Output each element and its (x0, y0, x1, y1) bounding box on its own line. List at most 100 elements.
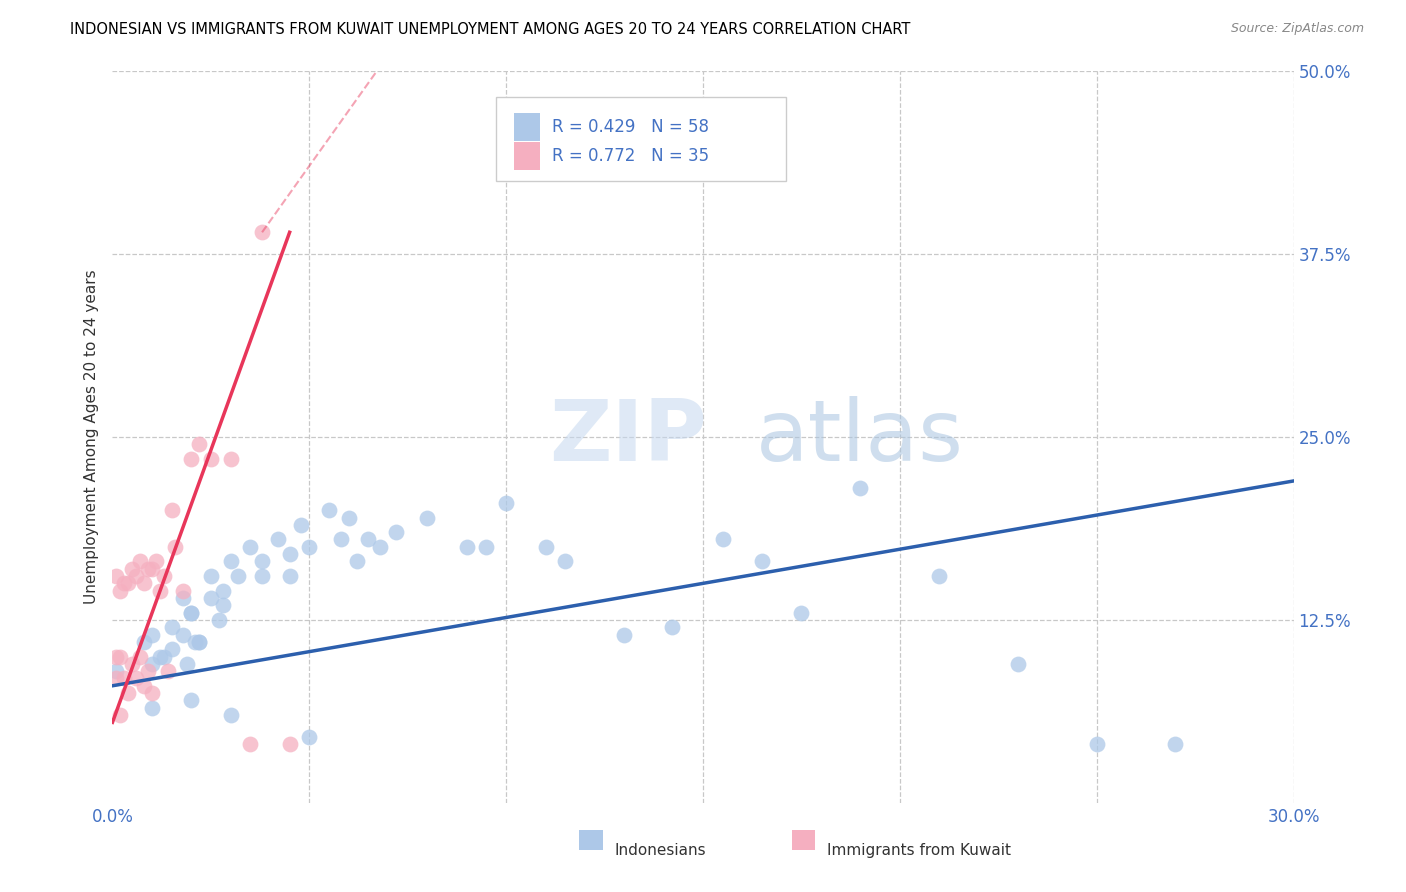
Point (250, 225, 273, 239)
Point (219, 708, 242, 723)
Point (849, 481, 872, 495)
Point (112, 576, 135, 591)
Point (112, 672, 135, 686)
Point (160, 503, 183, 517)
Point (180, 606, 202, 620)
Point (129, 554, 152, 568)
Point (250, 569, 273, 583)
Point (184, 635, 207, 649)
Point (1164, 737, 1187, 751)
Point (136, 562, 159, 576)
Point (188, 437, 211, 451)
Point (129, 649, 152, 664)
Point (790, 606, 813, 620)
Point (188, 635, 211, 649)
Text: ZIP: ZIP (550, 395, 707, 479)
Point (121, 562, 143, 576)
Point (105, 664, 128, 678)
Point (117, 686, 139, 700)
Point (152, 649, 174, 664)
Point (141, 627, 163, 641)
Point (110, 583, 132, 598)
Point (180, 606, 202, 620)
Point (211, 583, 233, 598)
Point (278, 737, 301, 751)
Point (278, 569, 301, 583)
Point (1085, 737, 1108, 751)
Text: INDONESIAN VS IMMIGRANTS FROM KUWAIT UNEMPLOYMENT AMONG AGES 20 TO 24 YEARS CORR: INDONESIAN VS IMMIGRANTS FROM KUWAIT UNE… (70, 22, 911, 37)
Point (613, 627, 636, 641)
Point (239, 540, 262, 554)
Point (368, 540, 391, 554)
Point (385, 525, 408, 540)
Point (357, 533, 380, 547)
Point (160, 642, 183, 657)
Point (117, 576, 139, 591)
Text: atlas: atlas (756, 395, 965, 479)
Point (149, 649, 172, 664)
Point (475, 540, 498, 554)
Point (661, 620, 683, 634)
Point (110, 649, 132, 664)
Point (165, 540, 187, 554)
Point (298, 730, 321, 744)
Point (141, 686, 163, 700)
Point (105, 672, 128, 686)
Point (298, 540, 321, 554)
Point (132, 576, 155, 591)
FancyBboxPatch shape (515, 113, 540, 141)
Y-axis label: Unemployment Among Ages 20 to 24 years: Unemployment Among Ages 20 to 24 years (83, 269, 98, 605)
Point (160, 620, 183, 634)
Point (337, 510, 360, 524)
FancyBboxPatch shape (515, 143, 540, 170)
Point (180, 693, 202, 707)
Point (172, 583, 194, 598)
Point (711, 533, 734, 547)
Point (219, 452, 242, 467)
Point (928, 569, 950, 583)
Point (200, 569, 222, 583)
Point (200, 452, 222, 467)
Point (329, 533, 352, 547)
Point (105, 569, 128, 583)
Point (121, 657, 143, 671)
Text: Indonesians: Indonesians (614, 843, 706, 858)
Point (156, 664, 179, 678)
Point (172, 591, 194, 605)
Text: Source: ZipAtlas.com: Source: ZipAtlas.com (1230, 22, 1364, 36)
FancyBboxPatch shape (792, 830, 815, 850)
Point (180, 452, 202, 467)
Point (145, 554, 167, 568)
Point (751, 554, 773, 568)
Point (267, 533, 290, 547)
Text: R = 0.429   N = 58: R = 0.429 N = 58 (551, 118, 709, 136)
Point (172, 627, 194, 641)
Point (554, 554, 576, 568)
Point (250, 554, 273, 568)
Point (346, 554, 368, 568)
Point (239, 737, 262, 751)
Point (125, 672, 148, 686)
Point (188, 635, 211, 649)
Point (318, 503, 340, 517)
Point (228, 569, 250, 583)
Point (208, 613, 231, 627)
Point (534, 540, 557, 554)
FancyBboxPatch shape (579, 830, 603, 850)
Point (495, 496, 517, 510)
Point (278, 547, 301, 561)
Point (125, 569, 148, 583)
Point (200, 591, 222, 605)
Point (149, 583, 172, 598)
Point (152, 569, 174, 583)
Point (105, 649, 128, 664)
Point (136, 664, 159, 678)
Point (1007, 657, 1029, 671)
Point (132, 679, 155, 693)
Point (176, 657, 198, 671)
Point (132, 635, 155, 649)
Point (211, 599, 233, 613)
Point (141, 657, 163, 671)
Text: R = 0.772   N = 35: R = 0.772 N = 35 (551, 147, 709, 165)
Point (141, 700, 163, 714)
